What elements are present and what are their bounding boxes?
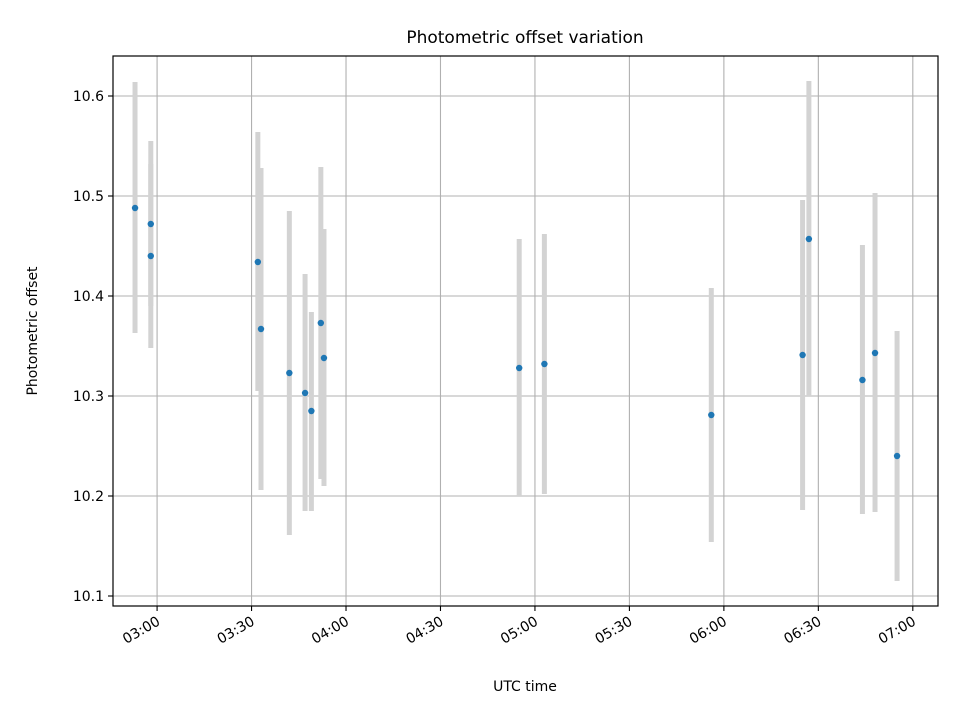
data-point: [301, 389, 309, 397]
data-point: [516, 364, 523, 372]
y-axis-label: Photometric offset: [25, 266, 41, 396]
y-tick-label: 10.2: [73, 489, 104, 505]
data-point: [147, 220, 154, 228]
data-point: [871, 349, 879, 357]
data-point: [257, 325, 265, 333]
chart-title: Photometric offset variation: [406, 28, 643, 48]
y-tick-label: 10.4: [73, 289, 104, 305]
data-point: [317, 319, 325, 327]
data-point: [308, 407, 315, 415]
data-point: [286, 369, 293, 377]
y-tick-label: 10.3: [73, 389, 104, 405]
data-point: [805, 235, 813, 243]
data-point: [254, 258, 262, 266]
plot-area-background: [113, 56, 938, 606]
data-point: [147, 252, 154, 260]
data-point: [893, 452, 901, 460]
data-point: [859, 376, 866, 384]
data-point: [799, 351, 806, 359]
y-tick-label: 10.5: [73, 189, 104, 205]
data-point: [320, 354, 328, 362]
data-point: [541, 360, 548, 368]
y-tick-label: 10.1: [73, 589, 104, 605]
data-point: [708, 411, 715, 419]
x-axis-label: UTC time: [493, 679, 557, 695]
y-tick-label: 10.6: [73, 89, 104, 105]
plot-frame: [112, 55, 939, 607]
data-points: [131, 204, 901, 460]
y-axis-ticks: 10.1 10.2 10.3 10.4 10.5 10.6: [73, 89, 113, 605]
data-point: [131, 204, 139, 212]
